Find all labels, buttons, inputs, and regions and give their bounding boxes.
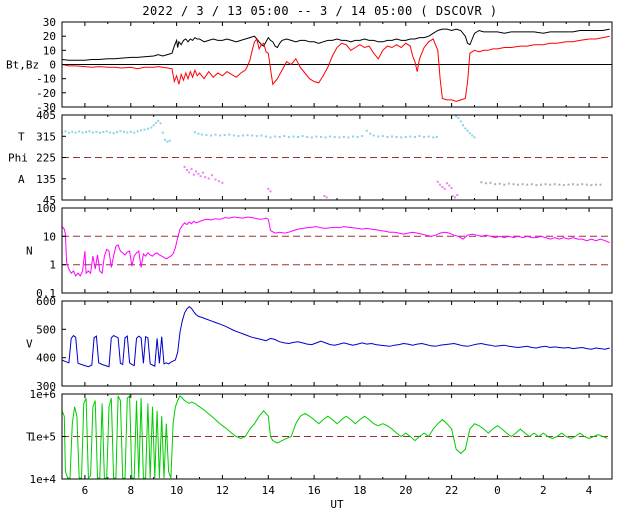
y-tick-label: 0 (49, 59, 56, 72)
y-tick-label: 1e+4 (30, 473, 57, 486)
x-tick-label: 10 (170, 484, 183, 497)
y-tick-label: 30 (43, 16, 56, 29)
y-tick-label: 10 (43, 230, 56, 243)
x-tick-label: 6 (82, 484, 89, 497)
y-tick-label: 225 (36, 152, 56, 165)
series-Bt (62, 28, 610, 61)
panel-border (61, 207, 613, 294)
y-tick-label: 0.1 (36, 287, 56, 300)
y-tick-label: 100 (36, 202, 56, 215)
x-tick-label: 2 (540, 484, 547, 497)
y-tick-label: 315 (36, 130, 56, 143)
series-phi-other (480, 181, 602, 187)
y-tick-label: 400 (36, 352, 56, 365)
x-tick-label: 4 (586, 484, 593, 497)
series-Bz (62, 35, 610, 102)
y-tick-label: 500 (36, 323, 56, 336)
panel-label-v: V (26, 338, 33, 351)
x-tick-label: 12 (216, 484, 229, 497)
panel-label-phi: T (18, 130, 25, 143)
panel-label-t: T (26, 431, 33, 444)
series-phi-secondary (183, 165, 459, 199)
panel-label-phi: A (18, 173, 25, 186)
y-tick-label: 1e+6 (30, 388, 57, 401)
x-tick-label: 22 (445, 484, 458, 497)
y-tick-label: 1 (49, 259, 56, 272)
y-tick-label: -10 (36, 73, 56, 86)
panel-v: 600 500 400 300 V (26, 295, 613, 393)
y-tick-label: -20 (36, 87, 56, 100)
y-tick-label: 10 (43, 44, 56, 57)
x-tick-label: 8 (127, 484, 134, 497)
y-tick-label: 600 (36, 295, 56, 308)
y-tick-label: 300 (36, 380, 56, 393)
x-tick-label: 16 (307, 484, 320, 497)
panel-n: 100 10 1 0.1 N (26, 202, 613, 300)
y-tick-label: 1e+5 (30, 431, 57, 444)
y-tick-label: 20 (43, 30, 56, 43)
y-tick-label: 405 (36, 109, 56, 122)
x-tick-label: 18 (353, 484, 366, 497)
y-tick-label: 45 (43, 194, 56, 207)
series-V (62, 306, 610, 368)
y-tick-label: 135 (36, 173, 56, 186)
y-tick-label: -30 (36, 101, 56, 114)
series-phi-main (62, 115, 476, 143)
x-tick-label: 14 (262, 484, 276, 497)
panel-t: 1e+6 1e+5 1e+4 T (26, 388, 613, 486)
panel-phi: 405 315 225 135 45 T Phi A (8, 109, 613, 207)
x-tick-label: 0 (494, 484, 501, 497)
panel-border (61, 300, 613, 387)
x-axis-title: UT (330, 498, 344, 511)
panel-label-phi: Phi (8, 152, 28, 165)
plot-title: 2022 / 3 / 13 05:00 -- 3 / 14 05:00 ( DS… (142, 4, 498, 18)
panel-label-bt-bz: Bt,Bz (6, 59, 39, 72)
series-N (62, 216, 610, 277)
x-tick-label: 20 (399, 484, 412, 497)
panel-label-n: N (26, 245, 33, 258)
series-T (62, 394, 608, 479)
